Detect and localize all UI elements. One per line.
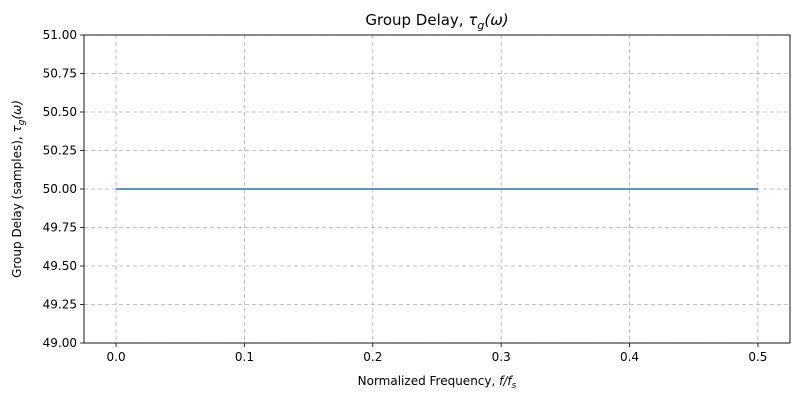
chart-title-main: Group Delay, [365,11,468,29]
tick-layer: 0.0 0.1 0.2 0.3 0.4 0.5 49.00 49.25 49.50 49.75 50… [43,28,768,364]
y-tick-label: 51.00 [43,28,77,42]
x-tick-label: 0.5 [748,350,767,364]
x-tick-label: 0.0 [107,350,126,364]
y-tick-label: 50.00 [43,182,77,196]
x-tick-label: 0.2 [363,350,382,364]
x-tick-label: 0.1 [235,350,254,364]
y-tick-label: 49.50 [43,259,77,273]
x-axis-label-subscript: s [512,381,517,391]
y-tick-label: 50.75 [43,67,77,81]
y-axis-label-argument: (ω) [10,100,24,119]
y-tick-label: 50.50 [43,105,77,119]
y-tick-label: 50.25 [43,144,77,158]
y-tick-label: 49.00 [43,336,77,350]
x-axis-label-main: Normalized Frequency, [358,374,500,388]
chart-title: Group Delay, τg(ω) [365,11,508,32]
x-tick-label: 0.3 [492,350,511,364]
chart-title-subscript: g [477,19,484,32]
chart-title-symbol: τ [468,11,478,29]
chart-title-argument: (ω) [484,11,508,29]
y-axis-label-main: Group Delay (samples), [10,132,24,277]
y-axis-label-subscript: g [17,119,27,125]
y-axis-label: Group Delay (samples), τg(ω) [10,100,27,278]
x-axis-label-ratio: f/f [499,374,513,388]
y-tick-label: 49.25 [43,298,77,312]
x-tick-label: 0.4 [620,350,639,364]
x-axis-label: Normalized Frequency, f/fs [358,374,517,391]
y-tick-label: 49.75 [43,221,77,235]
y-axis-label-symbol: τ [10,124,24,132]
